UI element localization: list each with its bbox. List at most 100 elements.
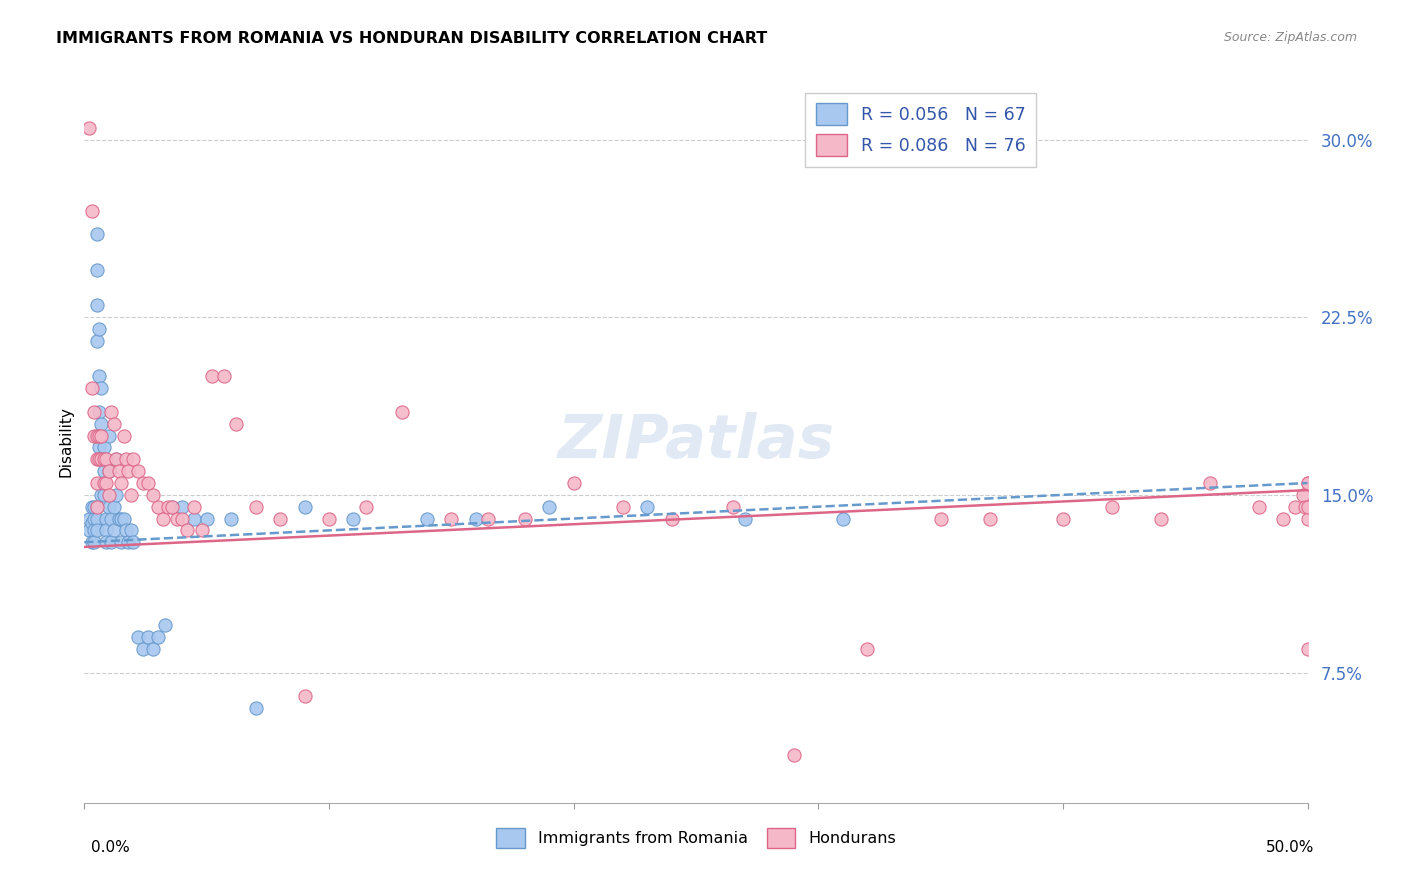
Point — [90, 488, 112, 502]
Point — [112, 511, 135, 525]
Point — [87, 369, 110, 384]
Text: 0.0%: 0.0% — [91, 840, 131, 855]
Point — [105, 488, 128, 502]
Point — [318, 511, 340, 525]
Text: 50.0%: 50.0% — [1267, 840, 1315, 855]
Point — [1284, 500, 1306, 514]
Point — [225, 417, 247, 431]
Point — [80, 500, 103, 514]
Point — [1296, 475, 1319, 490]
Point — [562, 475, 585, 490]
Point — [1294, 500, 1316, 514]
Point — [86, 298, 108, 312]
Point — [212, 369, 235, 384]
Point — [294, 500, 316, 514]
Point — [612, 500, 634, 514]
Point — [132, 641, 155, 656]
Point — [734, 511, 756, 525]
Point — [90, 452, 112, 467]
Point — [110, 475, 132, 490]
Point — [929, 511, 952, 525]
Point — [269, 511, 291, 525]
Point — [146, 500, 169, 514]
Point — [96, 475, 118, 490]
Point — [96, 452, 118, 467]
Point — [152, 511, 174, 525]
Point — [1198, 475, 1220, 490]
Point — [831, 511, 853, 525]
Point — [122, 535, 145, 549]
Point — [1296, 511, 1319, 525]
Point — [90, 428, 112, 442]
Point — [142, 488, 165, 502]
Text: ZIPatlas: ZIPatlas — [557, 412, 835, 471]
Point — [146, 630, 169, 644]
Point — [127, 630, 149, 644]
Point — [96, 524, 118, 538]
Point — [86, 475, 108, 490]
Y-axis label: Disability: Disability — [58, 406, 73, 477]
Point — [86, 500, 108, 514]
Point — [107, 511, 129, 525]
Point — [219, 511, 242, 525]
Point — [354, 500, 377, 514]
Point — [162, 500, 184, 514]
Point — [86, 262, 108, 277]
Point — [83, 428, 105, 442]
Point — [661, 511, 683, 525]
Point — [97, 464, 120, 478]
Point — [105, 452, 128, 467]
Point — [122, 452, 145, 467]
Point — [1292, 488, 1315, 502]
Point — [83, 524, 105, 538]
Point — [103, 500, 125, 514]
Point — [538, 500, 561, 514]
Point — [477, 511, 499, 525]
Point — [183, 511, 205, 525]
Point — [115, 452, 138, 467]
Point — [103, 524, 125, 538]
Point — [117, 535, 139, 549]
Point — [166, 511, 188, 525]
Point — [1296, 475, 1319, 490]
Point — [87, 441, 110, 455]
Point — [132, 475, 155, 490]
Point — [86, 428, 108, 442]
Point — [93, 488, 115, 502]
Point — [97, 488, 120, 502]
Point — [172, 511, 194, 525]
Point — [176, 524, 198, 538]
Point — [195, 511, 218, 525]
Point — [464, 511, 486, 525]
Point — [87, 405, 110, 419]
Point — [162, 500, 184, 514]
Point — [721, 500, 744, 514]
Point — [440, 511, 463, 525]
Point — [97, 464, 120, 478]
Point — [87, 428, 110, 442]
Point — [87, 452, 110, 467]
Point — [1247, 500, 1270, 514]
Point — [80, 203, 103, 218]
Point — [86, 334, 108, 348]
Point — [90, 452, 112, 467]
Point — [1296, 641, 1319, 656]
Point — [86, 500, 108, 514]
Text: IMMIGRANTS FROM ROMANIA VS HONDURAN DISABILITY CORRELATION CHART: IMMIGRANTS FROM ROMANIA VS HONDURAN DISA… — [56, 31, 768, 46]
Point — [77, 524, 100, 538]
Point — [120, 488, 142, 502]
Point — [342, 511, 364, 525]
Point — [83, 535, 105, 549]
Point — [110, 535, 132, 549]
Point — [86, 511, 108, 525]
Point — [93, 452, 115, 467]
Point — [416, 511, 439, 525]
Point — [100, 511, 122, 525]
Point — [100, 405, 122, 419]
Point — [1052, 511, 1074, 525]
Point — [513, 511, 536, 525]
Point — [1150, 511, 1173, 525]
Point — [86, 452, 108, 467]
Point — [96, 535, 118, 549]
Point — [97, 428, 120, 442]
